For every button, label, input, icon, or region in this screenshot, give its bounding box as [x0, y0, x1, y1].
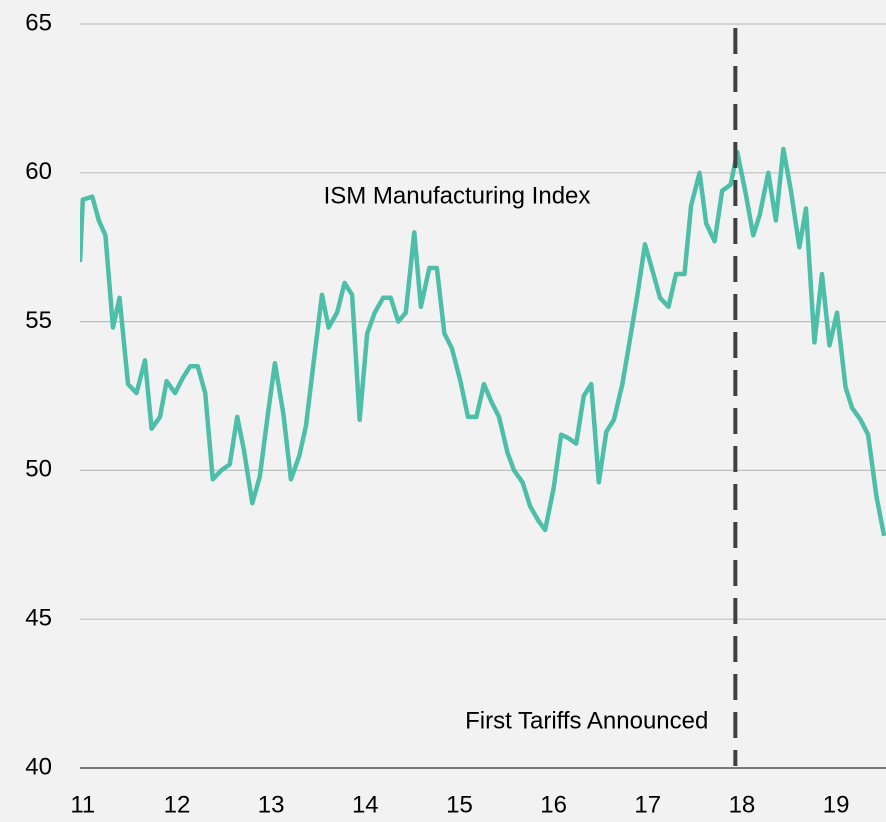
x-tick-label: 17: [634, 791, 661, 818]
x-tick-label: 14: [352, 791, 379, 818]
y-tick-label: 55: [25, 307, 52, 334]
x-tick-label: 15: [446, 791, 473, 818]
y-tick-label: 65: [25, 9, 52, 36]
y-tick-label: 45: [25, 605, 52, 632]
event-label: First Tariffs Announced: [465, 707, 708, 734]
y-tick-label: 40: [25, 753, 52, 780]
x-tick-label: 16: [540, 791, 567, 818]
x-tick-label: 11: [70, 791, 95, 818]
chart-title: ISM Manufacturing Index: [324, 182, 591, 209]
line: [80, 146, 886, 537]
x-tick-label: 12: [164, 791, 191, 818]
x-tick-label: 13: [258, 791, 285, 818]
y-tick-label: 50: [25, 456, 52, 483]
y-tick-label: 60: [25, 158, 52, 185]
x-tick-label: 18: [729, 791, 756, 818]
x-tick-label: 19: [823, 791, 850, 818]
